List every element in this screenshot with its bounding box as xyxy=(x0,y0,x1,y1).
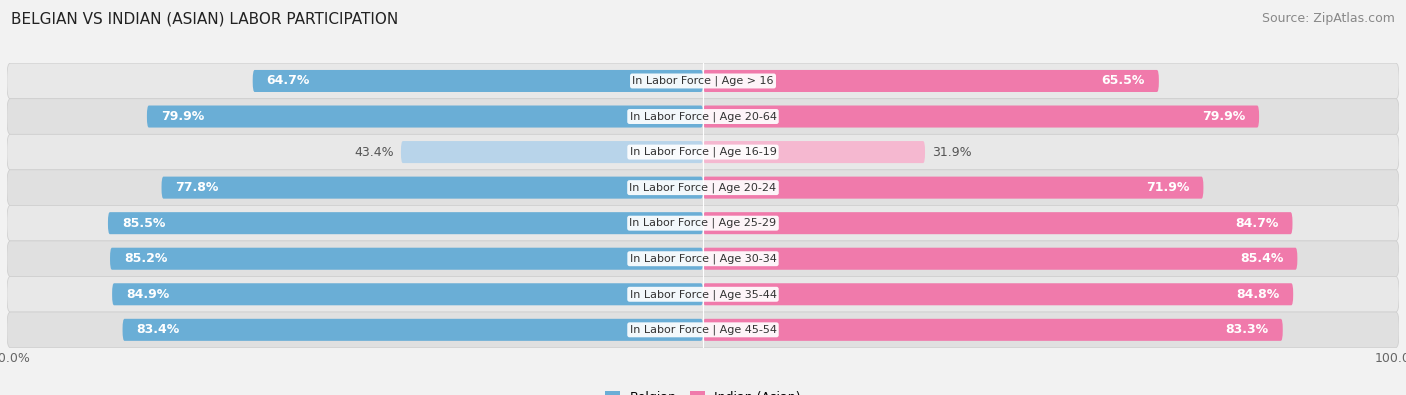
FancyBboxPatch shape xyxy=(7,170,1399,205)
FancyBboxPatch shape xyxy=(703,105,1260,128)
Text: 85.5%: 85.5% xyxy=(122,217,166,229)
Text: In Labor Force | Age 30-34: In Labor Force | Age 30-34 xyxy=(630,254,776,264)
FancyBboxPatch shape xyxy=(7,205,1399,241)
Text: 85.2%: 85.2% xyxy=(124,252,167,265)
Text: 31.9%: 31.9% xyxy=(932,146,972,158)
Text: 64.7%: 64.7% xyxy=(267,75,309,87)
Text: BELGIAN VS INDIAN (ASIAN) LABOR PARTICIPATION: BELGIAN VS INDIAN (ASIAN) LABOR PARTICIP… xyxy=(11,12,398,27)
Text: 77.8%: 77.8% xyxy=(176,181,219,194)
FancyBboxPatch shape xyxy=(7,99,1399,134)
Text: 84.8%: 84.8% xyxy=(1236,288,1279,301)
FancyBboxPatch shape xyxy=(253,70,703,92)
FancyBboxPatch shape xyxy=(110,248,703,270)
FancyBboxPatch shape xyxy=(108,212,703,234)
FancyBboxPatch shape xyxy=(7,312,1399,348)
Text: In Labor Force | Age 16-19: In Labor Force | Age 16-19 xyxy=(630,147,776,157)
FancyBboxPatch shape xyxy=(703,248,1298,270)
Text: 43.4%: 43.4% xyxy=(354,146,394,158)
Text: Source: ZipAtlas.com: Source: ZipAtlas.com xyxy=(1261,12,1395,25)
Text: In Labor Force | Age > 16: In Labor Force | Age > 16 xyxy=(633,76,773,86)
Text: 83.4%: 83.4% xyxy=(136,324,180,336)
Text: In Labor Force | Age 25-29: In Labor Force | Age 25-29 xyxy=(630,218,776,228)
Text: 85.4%: 85.4% xyxy=(1240,252,1284,265)
FancyBboxPatch shape xyxy=(7,276,1399,312)
FancyBboxPatch shape xyxy=(122,319,703,341)
FancyBboxPatch shape xyxy=(401,141,703,163)
FancyBboxPatch shape xyxy=(146,105,703,128)
FancyBboxPatch shape xyxy=(162,177,703,199)
FancyBboxPatch shape xyxy=(703,141,925,163)
FancyBboxPatch shape xyxy=(703,212,1292,234)
Text: 79.9%: 79.9% xyxy=(160,110,204,123)
Text: In Labor Force | Age 20-24: In Labor Force | Age 20-24 xyxy=(630,182,776,193)
FancyBboxPatch shape xyxy=(703,319,1282,341)
Text: 84.7%: 84.7% xyxy=(1236,217,1278,229)
FancyBboxPatch shape xyxy=(7,134,1399,170)
FancyBboxPatch shape xyxy=(7,241,1399,276)
FancyBboxPatch shape xyxy=(703,283,1294,305)
Text: 84.9%: 84.9% xyxy=(127,288,169,301)
Text: 83.3%: 83.3% xyxy=(1226,324,1268,336)
Text: In Labor Force | Age 35-44: In Labor Force | Age 35-44 xyxy=(630,289,776,299)
FancyBboxPatch shape xyxy=(703,70,1159,92)
FancyBboxPatch shape xyxy=(703,177,1204,199)
Text: In Labor Force | Age 45-54: In Labor Force | Age 45-54 xyxy=(630,325,776,335)
Text: In Labor Force | Age 20-64: In Labor Force | Age 20-64 xyxy=(630,111,776,122)
FancyBboxPatch shape xyxy=(7,63,1399,99)
Legend: Belgian, Indian (Asian): Belgian, Indian (Asian) xyxy=(605,391,801,395)
Text: 71.9%: 71.9% xyxy=(1146,181,1189,194)
Text: 79.9%: 79.9% xyxy=(1202,110,1246,123)
Text: 65.5%: 65.5% xyxy=(1101,75,1144,87)
FancyBboxPatch shape xyxy=(112,283,703,305)
